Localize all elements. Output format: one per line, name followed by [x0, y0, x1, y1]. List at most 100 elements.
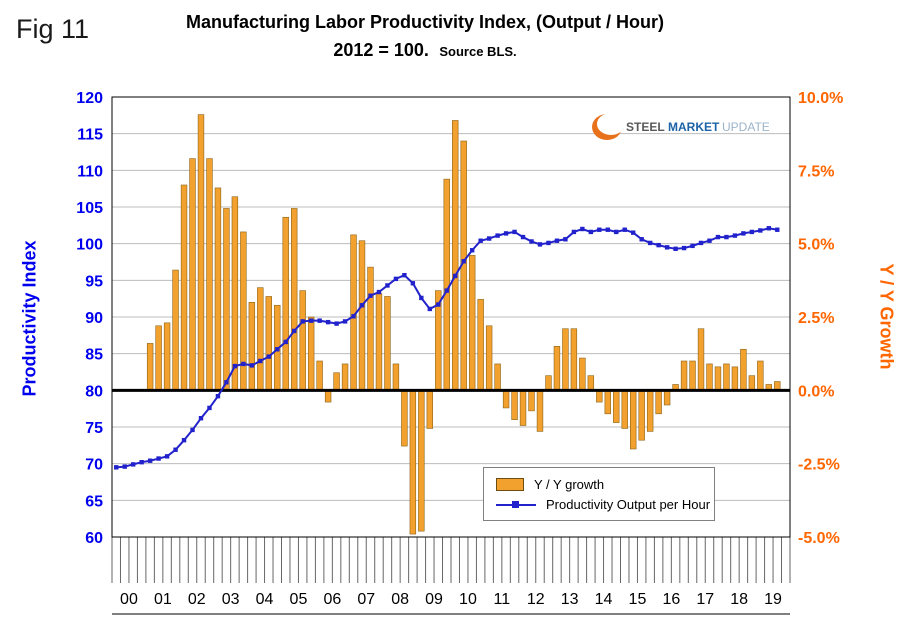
productivity-line-marker: [512, 229, 517, 235]
left-axis-tick-label: 100: [76, 237, 103, 254]
yoy-growth-bar: [341, 363, 349, 391]
productivity-line-marker: [334, 321, 339, 326]
yoy-growth-bar: [613, 390, 620, 423]
productivity-line-marker: [758, 228, 763, 233]
productivity-line-marker: [232, 363, 238, 369]
logo-graphic: STEEL MARKET UPDATE: [592, 113, 770, 140]
productivity-line-marker: [402, 273, 407, 278]
yoy-growth-bar: [367, 266, 374, 391]
x-axis-year-label: 10: [459, 591, 477, 608]
productivity-line-marker: [639, 237, 644, 242]
x-axis-year-label: 08: [391, 591, 409, 608]
x-axis-year-label: 05: [290, 591, 308, 608]
yoy-growth-bar: [426, 390, 434, 429]
legend-label-yoy-growth: Y / Y growth: [534, 476, 605, 492]
yoy-growth-bar: [248, 302, 256, 391]
yoy-growth-bar: [579, 357, 586, 391]
yoy-growth-bar: [418, 390, 425, 532]
chart-subtitle-source: Source BLS.: [439, 44, 517, 59]
productivity-line-marker: [292, 328, 297, 334]
x-axis-year-label: 01: [154, 591, 172, 608]
yoy-growth-bar: [189, 158, 196, 391]
productivity-line-marker: [478, 238, 483, 243]
productivity-line-marker: [563, 237, 568, 242]
yoy-growth-bar: [596, 390, 603, 403]
yoy-growth-bar: [494, 363, 501, 391]
productivity-line-marker: [749, 229, 755, 235]
productivity-line-marker: [724, 234, 729, 240]
x-axis-year-label: 18: [730, 591, 748, 608]
yoy-growth-bar: [485, 325, 493, 391]
right-axis-tick-label: -5.0%: [798, 530, 840, 547]
left-axis-tick-label: 80: [85, 383, 103, 400]
figure-label: Fig 11: [16, 14, 90, 44]
yoy-growth-bar: [757, 360, 764, 391]
productivity-line-marker: [495, 233, 500, 238]
yoy-growth-bar: [375, 293, 383, 391]
logo-word-market: MARKET: [668, 120, 720, 134]
productivity-line-marker: [681, 245, 687, 251]
productivity-line-marker: [258, 358, 263, 364]
productivity-line-marker: [266, 354, 271, 359]
yoy-growth-bar: [206, 158, 213, 391]
yoy-growth-bar: [214, 187, 222, 391]
productivity-line-marker: [368, 293, 373, 298]
left-axis-tick-label: 75: [85, 420, 103, 437]
x-axis-year-label: 04: [256, 591, 274, 608]
productivity-line-marker: [156, 456, 161, 461]
yoy-growth-bar: [401, 390, 408, 447]
productivity-line-marker: [393, 276, 399, 282]
yoy-growth-bar: [748, 375, 756, 391]
legend-bar-swatch-icon: [496, 477, 524, 491]
productivity-line-marker: [698, 240, 704, 246]
yoy-growth-bar: [680, 360, 688, 391]
yoy-growth-bar: [706, 363, 713, 391]
productivity-line-marker: [469, 248, 475, 253]
yoy-growth-bar: [731, 366, 739, 391]
productivity-line-marker: [486, 236, 492, 241]
left-axis-tick-label: 90: [85, 310, 103, 327]
x-axis-year-label: 13: [561, 591, 579, 608]
yoy-growth-bar: [392, 363, 400, 391]
left-axis-tick-label: 110: [77, 163, 103, 180]
productivity-line-marker: [317, 318, 322, 323]
productivity-line-marker: [249, 363, 255, 368]
yoy-growth-bar: [409, 390, 417, 535]
productivity-line-marker: [656, 242, 661, 248]
left-axis-tick-label: 115: [77, 127, 103, 144]
yoy-growth-bar: [604, 390, 611, 415]
productivity-line-marker: [647, 240, 653, 246]
yoy-growth-bar: [646, 390, 654, 432]
x-axis-year-label: 00: [120, 591, 138, 608]
productivity-line-marker: [410, 281, 416, 286]
left-axis-tick-label: 105: [76, 200, 103, 217]
right-axis-tick-label: 10.0%: [798, 90, 843, 107]
chart-title: Manufacturing Labor Productivity Index, …: [186, 12, 664, 32]
productivity-line-marker: [224, 380, 229, 385]
productivity-line-marker: [376, 289, 382, 295]
yoy-growth-bar: [282, 216, 289, 391]
productivity-line-marker: [707, 238, 712, 243]
yoy-growth-bar: [689, 360, 696, 391]
productivity-line-marker: [453, 273, 458, 279]
yoy-growth-bar: [545, 375, 552, 391]
x-axis-year-label: 03: [222, 591, 240, 608]
productivity-line-marker: [554, 238, 560, 243]
left-axis-tick-label: 95: [85, 273, 103, 290]
yoy-growth-bar: [714, 366, 722, 391]
productivity-line-marker: [130, 462, 136, 467]
yoy-growth-bar: [299, 290, 306, 391]
legend-entry-yoy-growth: Y / Y growth: [496, 474, 714, 494]
chart-subtitle-main: 2012 = 100.: [333, 40, 429, 60]
yoy-growth-bar: [655, 390, 662, 415]
productivity-line-marker: [614, 229, 619, 235]
x-axis-year-label: 11: [494, 591, 511, 608]
productivity-line-marker: [588, 229, 594, 235]
yoy-growth-bar: [384, 296, 391, 391]
productivity-line-marker: [546, 240, 551, 246]
productivity-line-marker: [198, 416, 204, 421]
x-axis-year-label: 16: [662, 591, 680, 608]
left-axis-tick-label: 65: [85, 493, 103, 510]
productivity-line-marker: [114, 465, 119, 470]
x-axis-year-label: 09: [425, 591, 443, 608]
